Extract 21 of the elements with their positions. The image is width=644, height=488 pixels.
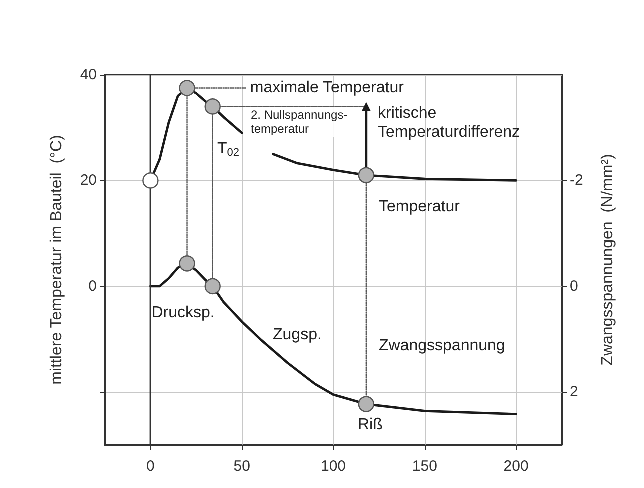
y-axis-title: mittlere Temperatur im Bauteil (°C) xyxy=(48,135,66,385)
annotation: Riß xyxy=(358,416,384,434)
annotation: Zugsp. xyxy=(273,326,322,344)
x-tick-label: 100 xyxy=(320,458,346,475)
y2-axis-title: Zwangsspannungen (N/mm²) xyxy=(600,154,616,366)
annotation: Temperatur xyxy=(379,198,461,216)
y2-tick-label: -2 xyxy=(570,172,584,190)
y2-tick-label: 2 xyxy=(570,384,578,401)
annotation: Zwangsspannung xyxy=(379,338,506,354)
y2-tick-label: 0 xyxy=(570,278,578,295)
annotation: Drucksp. xyxy=(152,304,215,322)
y-tick-label: 0 xyxy=(88,278,97,295)
annotation: kritische Temperaturdifferenz xyxy=(378,105,520,141)
annotation: maximale Temperatur xyxy=(250,80,405,97)
x-tick-label: 200 xyxy=(504,458,529,475)
y-tick-label: 20 xyxy=(80,172,97,190)
x-tick-label: 50 xyxy=(234,458,250,475)
x-tick-label: 0 xyxy=(146,458,155,475)
y-tick-label: 40 xyxy=(80,66,97,84)
x-tick-label: 150 xyxy=(412,458,438,475)
annotation: 2. Nullspannungs- temperatur xyxy=(251,108,348,136)
